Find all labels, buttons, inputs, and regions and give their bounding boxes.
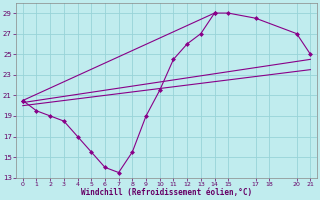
X-axis label: Windchill (Refroidissement éolien,°C): Windchill (Refroidissement éolien,°C) <box>81 188 252 197</box>
